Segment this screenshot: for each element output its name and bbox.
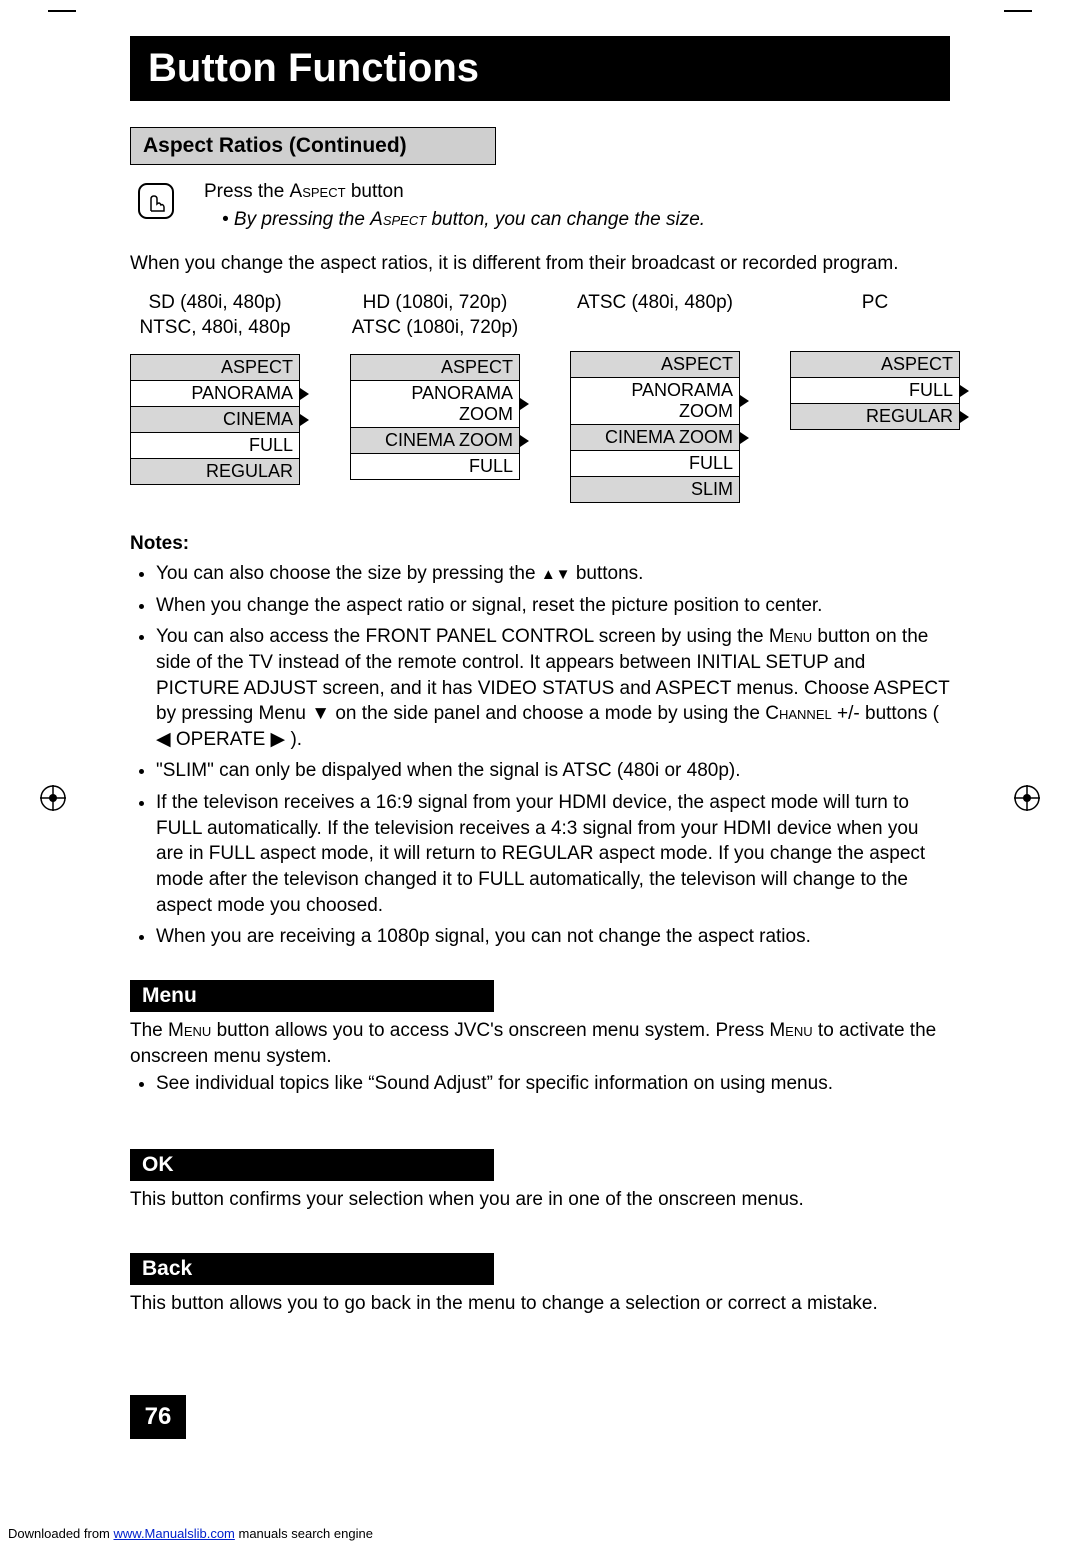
arrow-up-down-icon: ▲▼ — [541, 565, 571, 585]
text-menu: Menu — [168, 1020, 211, 1041]
text: You can also access the FRONT PANEL CONT… — [156, 626, 769, 647]
notes-list: You can also choose the size by pressing… — [130, 561, 950, 950]
page-title: Button Functions — [130, 36, 950, 101]
text-menu: Menu — [769, 626, 812, 647]
table-header: NTSC, 480i, 480p — [130, 316, 300, 341]
table-cell: SLIM — [571, 477, 740, 503]
table-header: ATSC (1080i, 720p) — [350, 316, 520, 341]
table-header: HD (1080i, 720p) — [350, 291, 520, 316]
table-cell: ASPECT — [571, 352, 740, 378]
registration-mark-icon — [1014, 785, 1040, 811]
press-row: Press the Aspect button • By pressing th… — [130, 181, 950, 237]
table-cell: PANORAMA ZOOM — [571, 378, 740, 425]
section-menu: Menu — [130, 980, 494, 1012]
page-number: 76 — [130, 1395, 186, 1439]
text: • By pressing the — [222, 209, 370, 230]
text-aspect: Aspect — [290, 181, 346, 202]
section-back: Back — [130, 1253, 494, 1285]
aspect-table: ASPECT FULL REGULAR — [790, 351, 960, 430]
table-header: SD (480i, 480p) — [130, 291, 300, 316]
press-text: Press the Aspect button • By pressing th… — [204, 181, 705, 237]
list-item: "SLIM" can only be dispalyed when the si… — [156, 758, 950, 784]
table-cell: FULL — [571, 451, 740, 477]
footer-text: Downloaded from — [8, 1526, 114, 1541]
hand-press-icon — [136, 181, 176, 221]
text: buttons. — [576, 563, 644, 584]
table-col-hd: HD (1080i, 720p) ATSC (1080i, 720p) ASPE… — [350, 291, 520, 503]
text: You can also choose the size by pressing… — [156, 563, 541, 584]
table-cell: CINEMA — [131, 407, 300, 433]
list-item: See individual topics like “Sound Adjust… — [156, 1073, 950, 1095]
text: button — [351, 181, 404, 202]
aspect-table: ASPECT PANORAMA ZOOM CINEMA ZOOM FULL — [350, 354, 520, 480]
table-cell: CINEMA ZOOM — [571, 425, 740, 451]
table-header: ATSC (480i, 480p) — [570, 291, 740, 316]
footer: Downloaded from www.Manualslib.com manua… — [8, 1526, 373, 1541]
footer-text: manuals search engine — [239, 1526, 373, 1541]
section-ok: OK — [130, 1149, 494, 1181]
list-item: If the televison receives a 16:9 signal … — [156, 790, 950, 918]
table-col-pc: PC ASPECT FULL REGULAR — [790, 291, 960, 503]
table-cell: FULL — [791, 378, 960, 404]
table-header: PC — [790, 291, 960, 316]
table-cell: CINEMA ZOOM — [351, 428, 520, 454]
text-channel: Channel — [765, 703, 831, 724]
table-cell: FULL — [131, 433, 300, 459]
paragraph: When you change the aspect ratios, it is… — [130, 253, 950, 275]
notes-heading: Notes: — [130, 533, 950, 555]
text: button, you can change the size. — [431, 209, 705, 230]
text: The — [130, 1020, 168, 1041]
text: button allows you to access JVC's onscre… — [217, 1020, 770, 1041]
aspect-table: ASPECT PANORAMA ZOOM CINEMA ZOOM FULL SL… — [570, 351, 740, 503]
table-cell: PANORAMA ZOOM — [351, 381, 520, 428]
table-col-sd: SD (480i, 480p) NTSC, 480i, 480p ASPECT … — [130, 291, 300, 503]
aspect-tables-row: SD (480i, 480p) NTSC, 480i, 480p ASPECT … — [130, 291, 950, 503]
paragraph: This button allows you to go back in the… — [130, 1291, 950, 1317]
crop-tick-right — [1004, 10, 1032, 12]
list-item: When you change the aspect ratio or sign… — [156, 593, 950, 619]
section-aspect-ratios: Aspect Ratios (Continued) — [130, 127, 496, 165]
table-cell: REGULAR — [131, 459, 300, 485]
table-cell: FULL — [351, 454, 520, 480]
aspect-table: ASPECT PANORAMA CINEMA FULL REGULAR — [130, 354, 300, 485]
text-menu: Menu — [769, 1020, 812, 1041]
manual-page: Button Functions Aspect Ratios (Continue… — [0, 0, 1080, 1549]
registration-mark-icon — [40, 785, 66, 811]
crop-ticks — [48, 10, 1032, 12]
list-item: You can also access the FRONT PANEL CONT… — [156, 624, 950, 752]
paragraph: This button confirms your selection when… — [130, 1187, 950, 1213]
paragraph: The Menu button allows you to access JVC… — [130, 1018, 950, 1069]
table-cell: ASPECT — [131, 355, 300, 381]
text: Press the — [204, 181, 290, 202]
list-item: When you are receiving a 1080p signal, y… — [156, 924, 950, 950]
table-cell: ASPECT — [791, 352, 960, 378]
table-col-atsc: ATSC (480i, 480p) ASPECT PANORAMA ZOOM C… — [570, 291, 740, 503]
footer-link[interactable]: www.Manualslib.com — [114, 1526, 235, 1541]
crop-tick-left — [48, 10, 76, 12]
table-cell: ASPECT — [351, 355, 520, 381]
list-item: You can also choose the size by pressing… — [156, 561, 950, 587]
table-cell: REGULAR — [791, 404, 960, 430]
menu-list: See individual topics like “Sound Adjust… — [130, 1073, 950, 1095]
text-aspect: Aspect — [370, 209, 426, 230]
table-cell: PANORAMA — [131, 381, 300, 407]
